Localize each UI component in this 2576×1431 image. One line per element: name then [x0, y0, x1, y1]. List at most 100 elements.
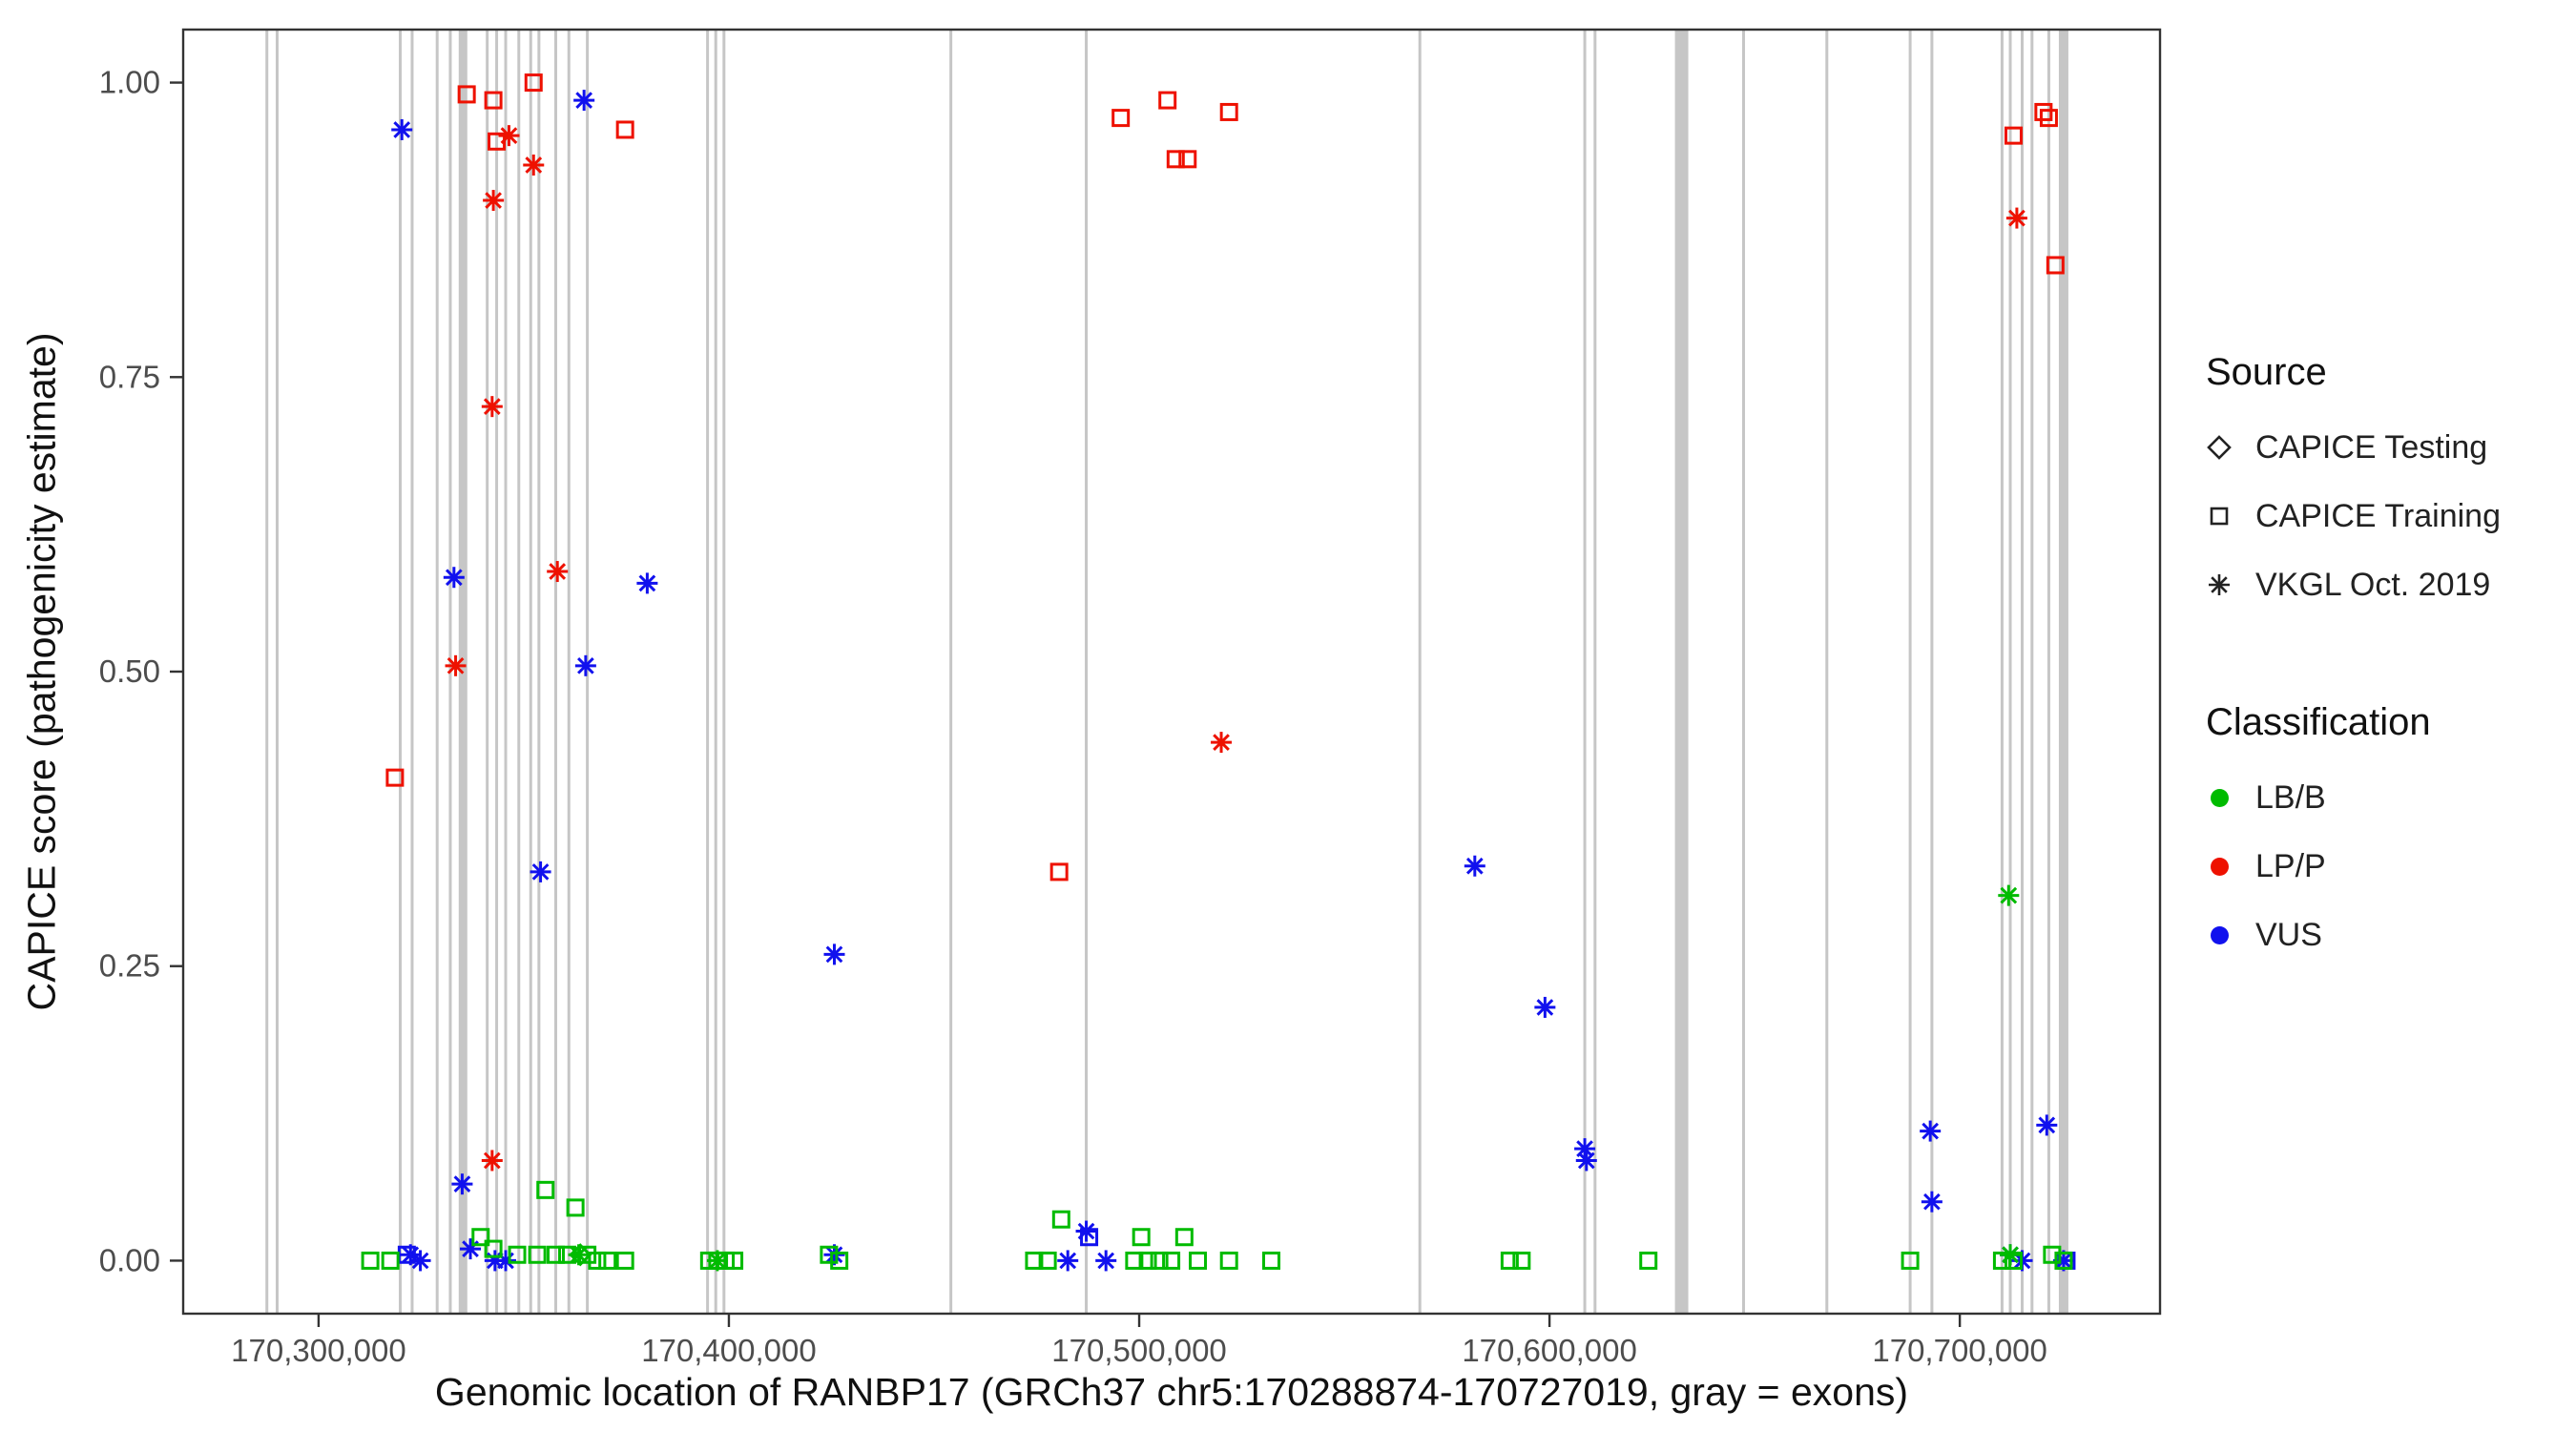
y-tick-label: 0.00 — [99, 1242, 160, 1277]
point-square — [588, 1251, 607, 1270]
y-tick-label: 0.50 — [99, 653, 160, 689]
point-square — [2046, 256, 2065, 275]
point-asterisk — [825, 1246, 843, 1264]
point-square — [1219, 102, 1238, 121]
point-square — [1500, 1251, 1519, 1270]
point-square — [2039, 109, 2058, 128]
point-square — [2043, 1245, 2062, 1264]
legend-item-label: LB/B — [2255, 778, 2326, 816]
point-square — [1111, 109, 1131, 128]
point-square — [361, 1251, 380, 1270]
point-square — [1178, 150, 1197, 169]
point-square — [1051, 1210, 1070, 1229]
point-asterisk — [1922, 1122, 1940, 1140]
panel-border — [181, 28, 2162, 1316]
point-asterisk — [709, 1252, 726, 1270]
point-asterisk — [1465, 857, 1484, 875]
point-square — [566, 1198, 585, 1217]
point-square — [1132, 1228, 1151, 1247]
point-square — [615, 1251, 634, 1270]
asterisk-icon — [2206, 571, 2233, 598]
lpp-dot-icon — [2210, 857, 2229, 876]
point-asterisk — [393, 121, 411, 138]
point-asterisk — [445, 569, 463, 587]
point-asterisk — [2002, 1246, 2019, 1264]
point-square — [1162, 1251, 1181, 1270]
point-asterisk — [2000, 886, 2018, 904]
point-square — [381, 1251, 400, 1270]
y-tick-label: 1.00 — [99, 65, 160, 100]
legend-item-label: LP/P — [2255, 847, 2326, 884]
point-asterisk — [525, 156, 543, 174]
legend: Source CAPICE Testing CAPICE Training — [2206, 351, 2568, 969]
point-asterisk — [531, 863, 550, 881]
point-asterisk — [1536, 999, 1554, 1016]
legend-item-vkgl: VKGL Oct. 2019 — [2206, 550, 2568, 619]
vus-dot-icon — [2210, 925, 2229, 944]
x-tick-label: 170,500,000 — [1051, 1333, 1227, 1368]
point-square — [598, 1251, 617, 1270]
x-tick-label: 170,300,000 — [231, 1333, 406, 1368]
point-square — [1189, 1251, 1208, 1270]
point-asterisk — [549, 563, 567, 580]
legend-item-label: CAPICE Testing — [2255, 428, 2488, 466]
point-asterisk — [577, 656, 594, 674]
point-square — [830, 1251, 849, 1270]
point-asterisk — [575, 92, 593, 109]
point-square — [1158, 91, 1177, 110]
point-asterisk — [483, 1151, 501, 1170]
y-tick-label: 0.75 — [99, 359, 160, 394]
legend-item-capice-testing: CAPICE Testing — [2206, 413, 2568, 482]
point-square — [1150, 1251, 1169, 1270]
point-asterisk — [1577, 1151, 1595, 1170]
point-square — [615, 120, 634, 139]
point-diamond — [569, 1243, 592, 1267]
diamond-icon — [2206, 434, 2233, 461]
point-square — [508, 1245, 527, 1264]
legend-item-capice-training: CAPICE Training — [2206, 482, 2568, 550]
point-square — [1512, 1251, 1531, 1270]
point-square — [1080, 1228, 1099, 1247]
legend-item-label: VKGL Oct. 2019 — [2255, 566, 2491, 603]
point-asterisk — [825, 945, 843, 964]
x-tick-label: 170,700,000 — [1872, 1333, 2047, 1368]
point-square — [1166, 150, 1185, 169]
x-axis-title: Genomic location of RANBP17 (GRCh37 chr5… — [434, 1370, 1909, 1414]
point-square — [1262, 1251, 1281, 1270]
point-square — [536, 1180, 555, 1199]
legend-item-vus: VUS — [2206, 901, 2568, 969]
point-square — [1138, 1251, 1157, 1270]
x-tick-label: 170,600,000 — [1462, 1333, 1637, 1368]
point-square — [2054, 1251, 2073, 1270]
point-square — [2004, 126, 2023, 145]
point-asterisk — [1097, 1252, 1115, 1270]
point-square — [1174, 1228, 1194, 1247]
point-asterisk — [453, 1175, 471, 1193]
point-square — [1901, 1251, 1920, 1270]
point-square — [528, 1245, 547, 1264]
point-square — [484, 1239, 503, 1258]
point-asterisk — [1923, 1192, 1941, 1211]
lbb-dot-icon — [2210, 788, 2229, 807]
legend-source-title: Source — [2206, 351, 2327, 393]
point-asterisk — [411, 1252, 429, 1270]
point-square — [1038, 1251, 1057, 1270]
point-square — [471, 1228, 490, 1247]
y-tick-label: 0.25 — [99, 948, 160, 984]
point-square — [524, 73, 543, 93]
legend-classification-title: Classification — [2206, 701, 2431, 743]
point-asterisk — [483, 398, 501, 416]
point-square — [2034, 102, 2053, 121]
point-square — [1025, 1251, 1044, 1270]
point-square — [546, 1245, 565, 1264]
legend-item-label: CAPICE Training — [2255, 497, 2501, 534]
point-asterisk — [500, 127, 518, 144]
point-square — [820, 1245, 839, 1264]
point-asterisk — [1059, 1252, 1077, 1270]
point-asterisk — [2038, 1116, 2056, 1134]
point-square — [1049, 862, 1069, 881]
point-asterisk — [638, 574, 656, 592]
point-square — [457, 85, 476, 104]
